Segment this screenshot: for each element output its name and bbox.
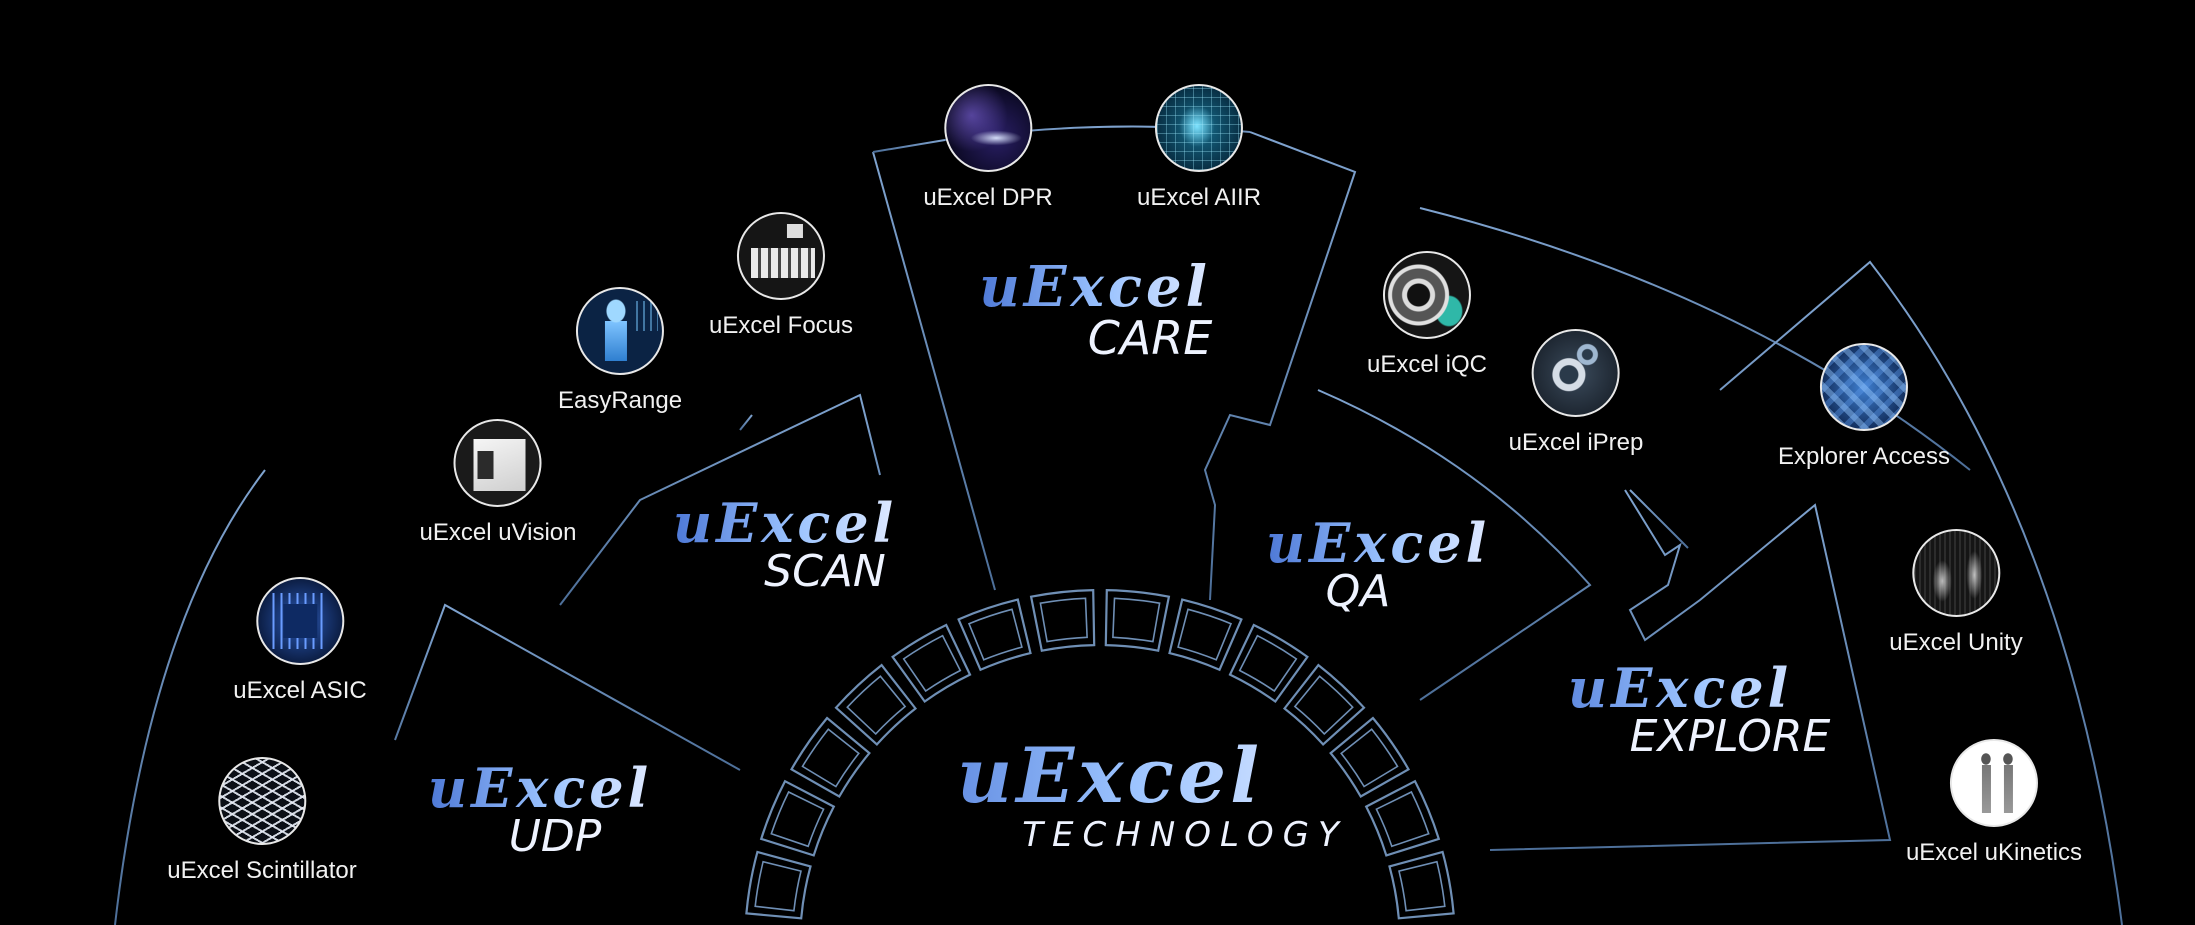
- ring-block: [1228, 623, 1309, 704]
- ring-block: [834, 663, 918, 746]
- care-left-edge: [872, 151, 996, 591]
- node-easyrange[interactable]: EasyRange: [558, 287, 682, 415]
- detector-array-icon: [737, 212, 825, 300]
- inner-ring: [745, 588, 1455, 920]
- segment-care: uExcel CARE: [978, 254, 1213, 365]
- center-brand: uExcel TECHNOLOGY: [872, 738, 1348, 855]
- segment-qa-name: QA: [1325, 566, 1391, 617]
- node-label: uExcel iQC: [1366, 351, 1488, 378]
- camera-device-icon: [453, 419, 542, 507]
- segment-explore: uExcel EXPLORE: [1530, 661, 1831, 759]
- ring-block-inner: [1039, 597, 1088, 643]
- shield-gantry-icon: [1382, 251, 1471, 339]
- care-right-edge: [1203, 131, 1357, 601]
- explore-segment: [1489, 489, 1892, 851]
- cubes-icon: [1819, 343, 1908, 431]
- whole-body-scan-icon: [1950, 739, 2038, 827]
- ring-block-inner: [846, 675, 907, 736]
- segment-qa: uExcel QA: [1266, 516, 1490, 614]
- node-iprep[interactable]: uExcel iPrep: [1508, 329, 1644, 457]
- care-top-left: [872, 139, 946, 153]
- segment-qa-script: uExcel: [1265, 511, 1491, 575]
- node-aiir[interactable]: uExcel AIIR: [1137, 84, 1261, 212]
- node-label: Explorer Access: [1777, 443, 1951, 470]
- ring-block-inner: [1238, 634, 1298, 693]
- node-label: uExcel uVision: [419, 519, 577, 546]
- node-iqc[interactable]: uExcel iQC: [1367, 251, 1487, 379]
- scintillator-grid-icon: [217, 757, 306, 845]
- node-ukinetics[interactable]: uExcel uKinetics: [1906, 739, 2082, 867]
- ring-block-inner: [967, 608, 1023, 661]
- segment-scan: uExcel SCAN: [673, 496, 897, 594]
- segment-explore-name: EXPLORE: [1629, 711, 1831, 762]
- gear-tool-icon: [1531, 329, 1620, 417]
- node-uvision[interactable]: uExcel uVision: [419, 419, 577, 547]
- node-label: uExcel AIIR: [1136, 184, 1262, 211]
- node-label: uExcel uKinetics: [1905, 839, 2083, 866]
- ring-block: [957, 598, 1032, 672]
- node-label: EasyRange: [557, 387, 683, 414]
- explore-connector: [1629, 489, 1689, 549]
- ring-block-inner: [801, 728, 860, 788]
- ring-block-inner: [1293, 675, 1354, 736]
- ring-block: [1364, 779, 1441, 857]
- ai-brain-icon: [1155, 84, 1243, 172]
- ring-block-inner: [1340, 728, 1399, 788]
- scan-notch: [739, 414, 753, 431]
- ring-block: [891, 623, 972, 704]
- scan-segment: [559, 393, 881, 606]
- ring-block-inner: [1375, 790, 1430, 848]
- ring-block: [1168, 598, 1243, 672]
- ring-block-inner: [1177, 608, 1233, 661]
- segment-udp: uExcel UDP: [428, 761, 652, 859]
- center-brand-name: TECHNOLOGY: [1022, 815, 1348, 855]
- outer-arc-right: [1719, 260, 2123, 925]
- particle-wave-icon: [944, 84, 1032, 172]
- ring-block: [1329, 716, 1411, 798]
- segment-scan-script: uExcel: [672, 491, 898, 555]
- node-label: uExcel Focus: [708, 312, 854, 339]
- node-scintillator[interactable]: uExcel Scintillator: [167, 757, 357, 885]
- segment-care-name: CARE: [1087, 311, 1213, 365]
- segment-scan-name: SCAN: [764, 546, 886, 597]
- node-unity[interactable]: uExcel Unity: [1889, 529, 2023, 657]
- ring-block-inner: [1398, 860, 1446, 912]
- center-brand-script: uExcel: [872, 738, 1348, 814]
- node-label: uExcel ASIC: [233, 677, 367, 704]
- ring-block: [1029, 588, 1096, 652]
- segment-udp-name: UDP: [508, 811, 602, 862]
- ring-block: [789, 716, 871, 798]
- segment-care-script: uExcel: [979, 254, 1211, 320]
- node-label: uExcel iPrep: [1508, 429, 1644, 456]
- node-focus[interactable]: uExcel Focus: [709, 212, 853, 340]
- segment-explore-script: uExcel: [1530, 661, 1831, 715]
- node-explorer-access[interactable]: Explorer Access: [1778, 343, 1950, 471]
- udp-segment: [394, 603, 741, 771]
- ring-block-inner: [1112, 597, 1161, 643]
- node-label: uExcel Unity: [1889, 629, 2023, 656]
- ring-block: [1282, 663, 1366, 746]
- body-scan-icon: [575, 287, 664, 375]
- node-label: uExcel Scintillator: [167, 857, 357, 884]
- ring-block: [1104, 588, 1171, 652]
- chip-icon: [256, 577, 344, 665]
- ring-block: [759, 779, 836, 857]
- node-label: uExcel DPR: [923, 184, 1053, 211]
- node-dpr[interactable]: uExcel DPR: [923, 84, 1053, 212]
- ring-block-inner: [754, 860, 802, 912]
- node-asic[interactable]: uExcel ASIC: [233, 577, 367, 705]
- outer-arc-left: [114, 469, 266, 925]
- ring-block: [1388, 850, 1455, 920]
- segment-udp-script: uExcel: [427, 756, 653, 820]
- ring-block-inner: [902, 634, 962, 693]
- waveform-icon: [1911, 529, 2000, 617]
- outer-arc-top-right: [1419, 207, 1971, 471]
- ring-block: [745, 850, 812, 920]
- ring-block-inner: [770, 790, 825, 848]
- qa-segment: [1317, 389, 1592, 701]
